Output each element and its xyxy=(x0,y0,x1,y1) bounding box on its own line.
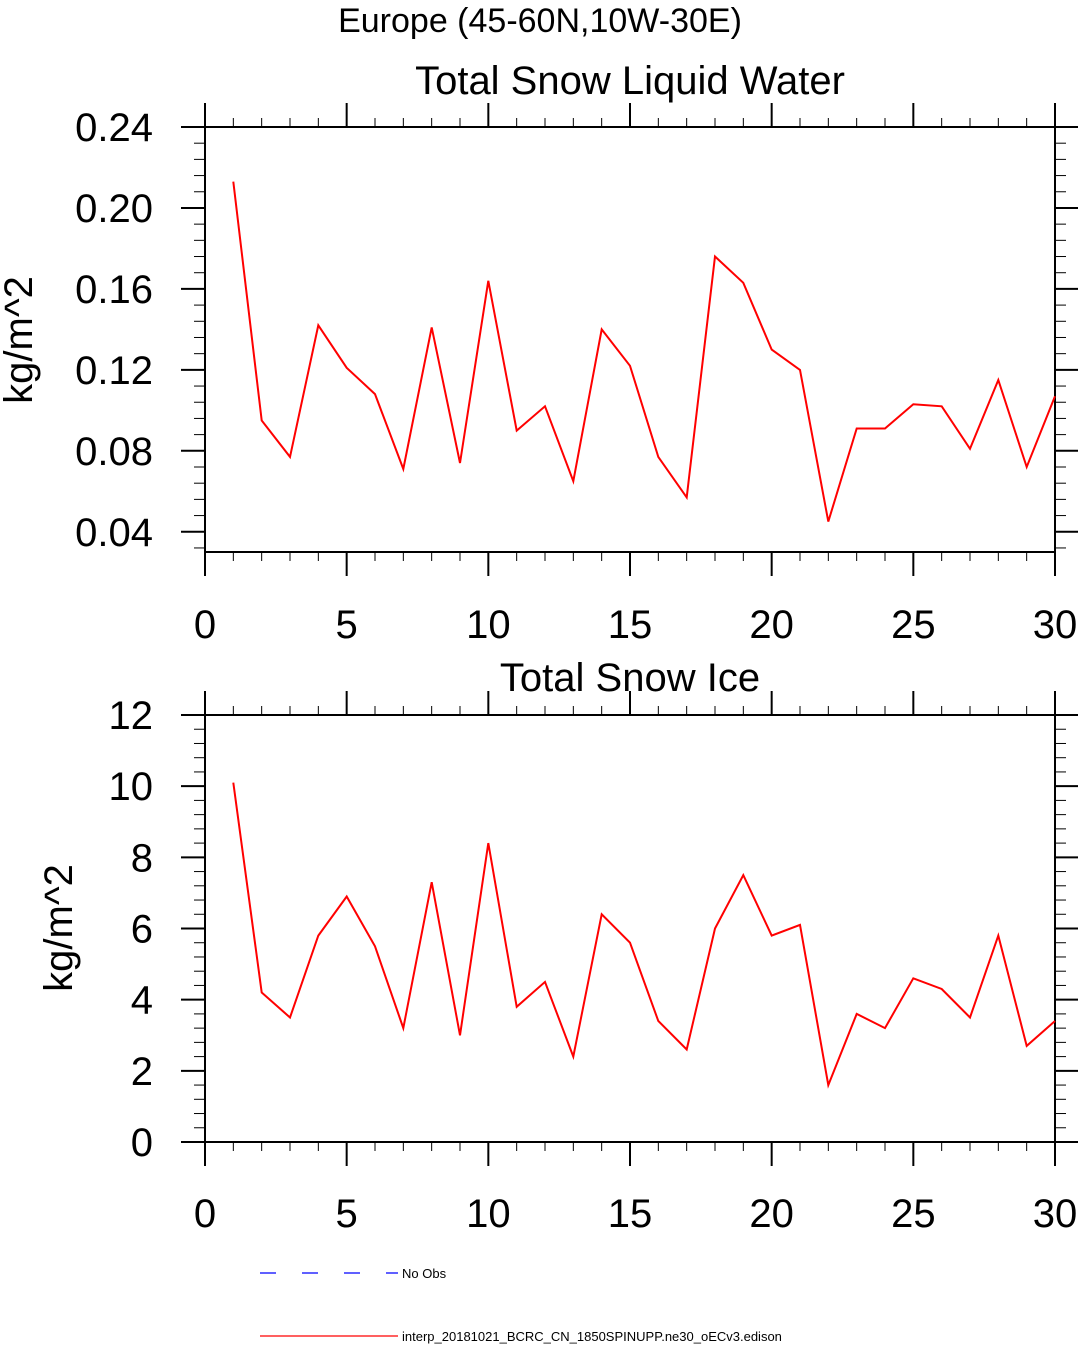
legend-label-no-obs: No Obs xyxy=(402,1266,447,1281)
y-tick-label: 0.24 xyxy=(75,106,153,150)
series-line xyxy=(232,782,1056,1089)
plot-frame xyxy=(204,126,1056,553)
y-tick-label: 0.08 xyxy=(75,430,153,474)
y-axis-label: kg/m^2 xyxy=(37,864,81,992)
panel-snow-liquid-water: Total Snow Liquid Water kg/m^2 0 5 10 15 20 2… xyxy=(0,59,1078,647)
y-tick-label: 12 xyxy=(109,694,154,738)
x-tick-label: 5 xyxy=(336,603,358,647)
plot-frame xyxy=(204,714,1056,1143)
x-tick-label: 25 xyxy=(891,1192,936,1236)
x-tick-label: 10 xyxy=(466,1192,511,1236)
y-tick-label: 10 xyxy=(109,765,154,809)
x-tick-label: 30 xyxy=(1033,1192,1078,1236)
x-tick-label: 20 xyxy=(749,603,794,647)
y-tick-label: 0.16 xyxy=(75,268,153,312)
y-tick-label: 2 xyxy=(131,1050,153,1094)
y-tick-label: 0.20 xyxy=(75,187,153,231)
y-tick-label: 4 xyxy=(131,979,153,1023)
series-line xyxy=(232,181,1056,522)
x-tick-label: 25 xyxy=(891,603,936,647)
y-tick-label: 0.04 xyxy=(75,511,153,555)
figure-title: Europe (45-60N,10W-30E) xyxy=(338,2,742,40)
x-tick-label: 5 xyxy=(336,1192,358,1236)
x-tick-label: 15 xyxy=(608,1192,653,1236)
y-tick-label: 0.12 xyxy=(75,349,153,393)
x-tick-label: 30 xyxy=(1033,603,1078,647)
y-tick-label: 8 xyxy=(131,836,153,880)
x-tick-label: 20 xyxy=(749,1192,794,1236)
y-tick-label: 0 xyxy=(131,1121,153,1165)
x-tick-label: 0 xyxy=(194,1192,216,1236)
y-axis-label: kg/m^2 xyxy=(0,276,41,404)
x-tick-label: 10 xyxy=(466,603,511,647)
panel-title: Total Snow Liquid Water xyxy=(415,59,845,103)
legend: No Obs interp_20181021_BCRC_CN_1850SPINU… xyxy=(260,1266,782,1344)
y-tick-label: 6 xyxy=(131,908,153,952)
x-tick-label: 15 xyxy=(608,603,653,647)
panel-snow-ice: Total Snow Ice kg/m^2 0 5 10 15 20 25 30024681… xyxy=(37,656,1078,1236)
legend-label-model: interp_20181021_BCRC_CN_1850SPINUPP.ne30… xyxy=(402,1329,782,1344)
x-tick-label: 0 xyxy=(194,603,216,647)
